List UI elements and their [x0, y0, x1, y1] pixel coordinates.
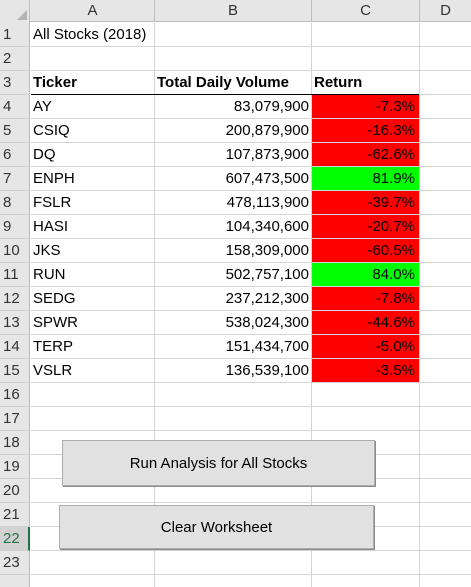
ticker-cell[interactable]: HASI [33, 218, 69, 235]
ticker-cell[interactable]: JKS [33, 242, 61, 259]
return-cell[interactable]: -3.5% [312, 359, 419, 382]
ticker-cell[interactable]: ENPH [33, 170, 75, 187]
header-bottom-border [31, 94, 419, 95]
row-header-16[interactable]: 16 [0, 383, 30, 407]
gridline-row [31, 46, 471, 47]
gridline-column [419, 23, 420, 587]
gridline-row [31, 550, 471, 551]
volume-cell[interactable]: 200,879,900 [225, 122, 309, 139]
column-header-d[interactable]: D [440, 2, 451, 19]
ticker-cell[interactable]: SEDG [33, 290, 76, 307]
gridline-row [31, 334, 471, 335]
gridline-row [31, 190, 471, 191]
row-header-17[interactable]: 17 [0, 407, 30, 431]
return-cell[interactable]: -5.0% [312, 335, 419, 358]
volume-cell[interactable]: 136,539,100 [225, 362, 309, 379]
gridline-row [31, 214, 471, 215]
gridline-row [31, 382, 471, 383]
worksheet-grid[interactable]: All Stocks (2018) Ticker Total Daily Vol… [31, 23, 471, 587]
gridline-row [31, 166, 471, 167]
return-cell[interactable]: -7.8% [312, 287, 419, 310]
header-volume-cell[interactable]: Total Daily Volume [157, 74, 289, 91]
column-header-b[interactable]: B [155, 0, 312, 22]
gridline-row [31, 142, 471, 143]
row-header-11[interactable]: 11 [0, 263, 30, 287]
gridline-row [31, 286, 471, 287]
ticker-cell[interactable]: DQ [33, 146, 56, 163]
row-header-18[interactable]: 18 [0, 431, 30, 455]
column-header-a[interactable]: A [31, 0, 155, 22]
return-cell[interactable]: -20.7% [312, 215, 419, 238]
sheet-title-cell[interactable]: All Stocks (2018) [33, 26, 147, 43]
column-header-bar: A B C D [0, 0, 471, 22]
return-cell[interactable]: 81.9% [312, 167, 419, 190]
ticker-cell[interactable]: SPWR [33, 314, 78, 331]
ticker-cell[interactable]: VSLR [33, 362, 73, 379]
return-cell[interactable]: -44.6% [312, 311, 419, 334]
column-header-c[interactable]: C [312, 0, 420, 22]
gridline-row [31, 118, 471, 119]
gridline-row [31, 238, 471, 239]
row-header-20[interactable]: 20 [0, 479, 30, 503]
row-header-12[interactable]: 12 [0, 287, 30, 311]
row-header-6[interactable]: 6 [0, 143, 30, 167]
gridline-row [31, 358, 471, 359]
volume-cell[interactable]: 104,340,600 [225, 218, 309, 235]
volume-cell[interactable]: 538,024,300 [225, 314, 309, 331]
volume-cell[interactable]: 107,873,900 [225, 146, 309, 163]
return-cell[interactable]: -7.3% [312, 95, 419, 118]
ticker-cell[interactable]: AY [33, 98, 52, 115]
select-all-triangle-icon [17, 10, 27, 20]
header-ticker-cell[interactable]: Ticker [33, 74, 77, 91]
run-analysis-button[interactable]: Run Analysis for All Stocks [62, 440, 375, 486]
return-cell[interactable]: -60.5% [312, 239, 419, 262]
volume-cell[interactable]: 607,473,500 [225, 170, 309, 187]
row-header-bar: 1 2 3 4 5 6 7 8 9 10 11 12 13 14 15 16 17 18 19 20 21 22 23 [0, 22, 30, 587]
row-header-10[interactable]: 10 [0, 239, 30, 263]
volume-cell[interactable]: 502,757,100 [225, 266, 309, 283]
gridline-row [31, 574, 471, 575]
return-cell[interactable]: -62.6% [312, 143, 419, 166]
row-header-21[interactable]: 21 [0, 503, 30, 527]
row-header-15[interactable]: 15 [0, 359, 30, 383]
gridline-row [31, 430, 471, 431]
gridline-row [31, 310, 471, 311]
header-return-cell[interactable]: Return [314, 74, 363, 91]
row-header-23[interactable]: 23 [0, 551, 30, 575]
ticker-cell[interactable]: TERP [33, 338, 74, 355]
ticker-cell[interactable]: RUN [33, 266, 66, 283]
row-header-4[interactable]: 4 [0, 95, 30, 119]
gridline-column [154, 23, 155, 587]
gridline-row [31, 406, 471, 407]
ticker-cell[interactable]: CSIQ [33, 122, 70, 139]
row-header-9[interactable]: 9 [0, 215, 30, 239]
row-header-13[interactable]: 13 [0, 311, 30, 335]
row-header-5[interactable]: 5 [0, 119, 30, 143]
return-cell[interactable]: 84.0% [312, 263, 419, 286]
row-header-3[interactable]: 3 [0, 71, 30, 95]
volume-cell[interactable]: 158,309,000 [225, 242, 309, 259]
row-header-14[interactable]: 14 [0, 335, 30, 359]
row-header-19[interactable]: 19 [0, 455, 30, 479]
gridline-column [311, 23, 312, 587]
volume-cell[interactable]: 478,113,900 [226, 194, 309, 211]
row-header-2[interactable]: 2 [0, 47, 30, 71]
row-header-8[interactable]: 8 [0, 191, 30, 215]
volume-cell[interactable]: 237,212,300 [225, 290, 309, 307]
row-header-7[interactable]: 7 [0, 167, 30, 191]
clear-worksheet-button[interactable]: Clear Worksheet [59, 505, 374, 549]
gridline-row [31, 70, 471, 71]
row-header-22[interactable]: 22 [0, 527, 30, 551]
volume-cell[interactable]: 83,079,900 [233, 98, 309, 115]
return-cell[interactable]: -39.7% [312, 191, 419, 214]
row-header-1[interactable]: 1 [0, 23, 30, 47]
gridline-row [31, 502, 471, 503]
select-all-corner[interactable] [0, 0, 30, 22]
return-cell[interactable]: -16.3% [312, 119, 419, 142]
volume-cell[interactable]: 151,434,700 [225, 338, 309, 355]
ticker-cell[interactable]: FSLR [33, 194, 72, 211]
gridline-row [31, 262, 471, 263]
